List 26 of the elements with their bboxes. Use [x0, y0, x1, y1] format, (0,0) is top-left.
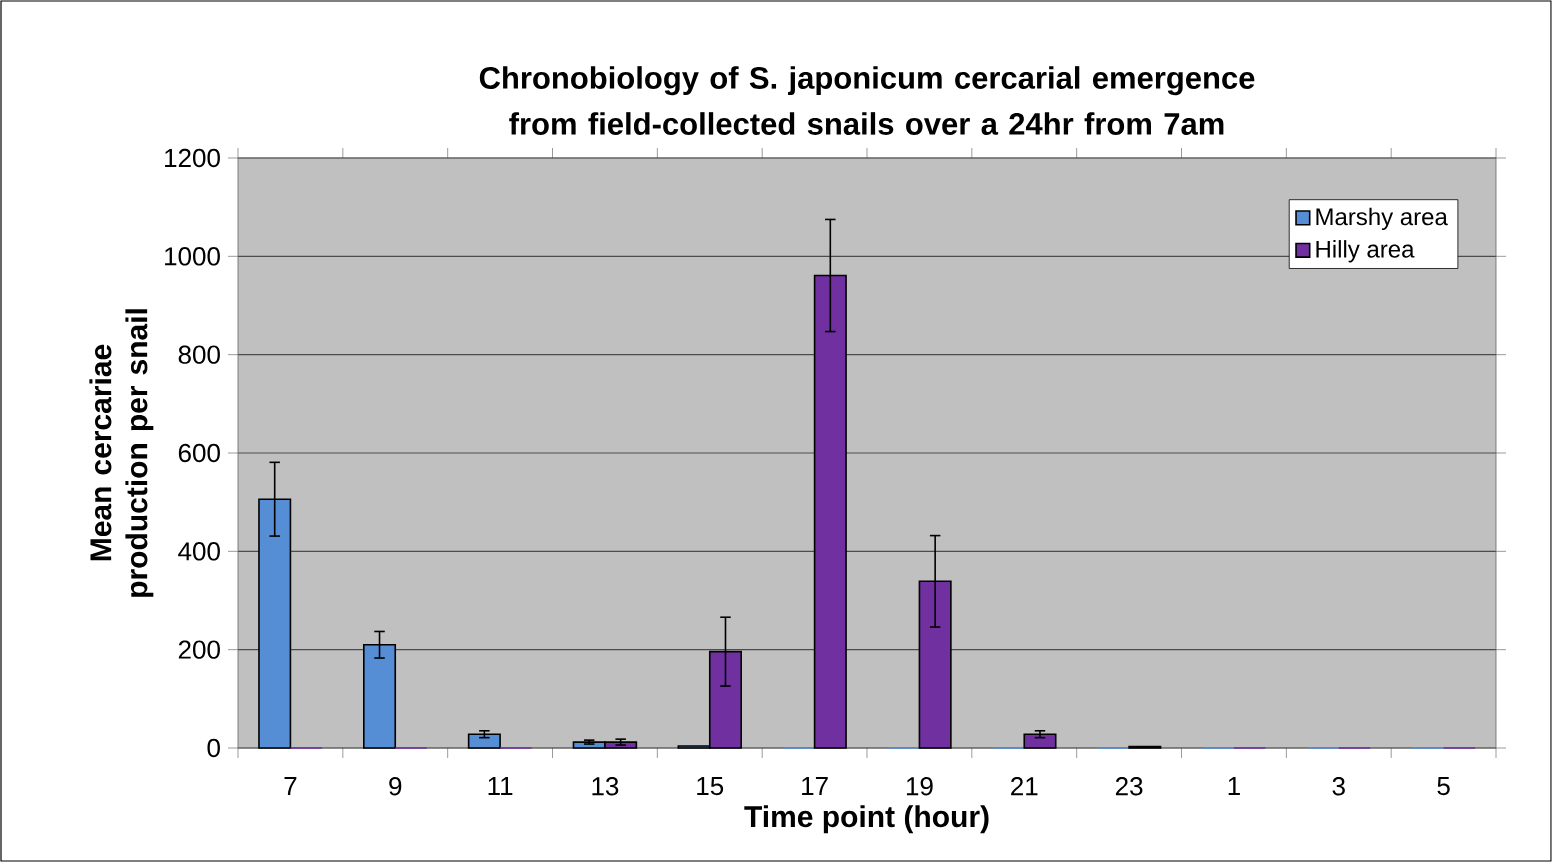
x-tick-label: 15 [697, 777, 724, 796]
y-tick-label: 1000 [165, 247, 220, 266]
x-tick-label: 11 [488, 777, 513, 795]
chart-title: Chronobiology of S. japonicum cercarial emergence from field-collected snails over a 24hr from 7am [479, 66, 1255, 135]
x-tick-label: 5 [1437, 777, 1450, 796]
y-tick-label: 200 [178, 640, 220, 659]
y-tick-label: 400 [178, 542, 220, 561]
legend-label: Marshy area [1316, 207, 1448, 231]
x-tick-label: 13 [592, 777, 619, 796]
x-tick-label: 1 [1228, 777, 1240, 795]
bar [467, 733, 501, 749]
x-tick-label: 19 [906, 777, 933, 796]
y-tick-label: 0 [207, 738, 220, 758]
x-tick-label: 17 [802, 777, 828, 795]
y-tick-label: 1200 [165, 148, 220, 168]
x-tick-label: 7 [284, 777, 297, 795]
x-tick-label: 3 [1332, 777, 1345, 796]
x-tick-label: 21 [1011, 777, 1038, 796]
y-axis-title: Mean cercariae production per snail [89, 309, 154, 597]
x-tick-label: 23 [1115, 777, 1143, 796]
y-tick-label: 600 [178, 443, 220, 463]
x-axis-title: Time point (hour) [744, 805, 989, 834]
bar [1023, 733, 1057, 749]
legend-label: Hilly area [1316, 240, 1415, 263]
y-tick-label: 800 [178, 345, 220, 364]
x-tick-label: 9 [389, 777, 402, 796]
